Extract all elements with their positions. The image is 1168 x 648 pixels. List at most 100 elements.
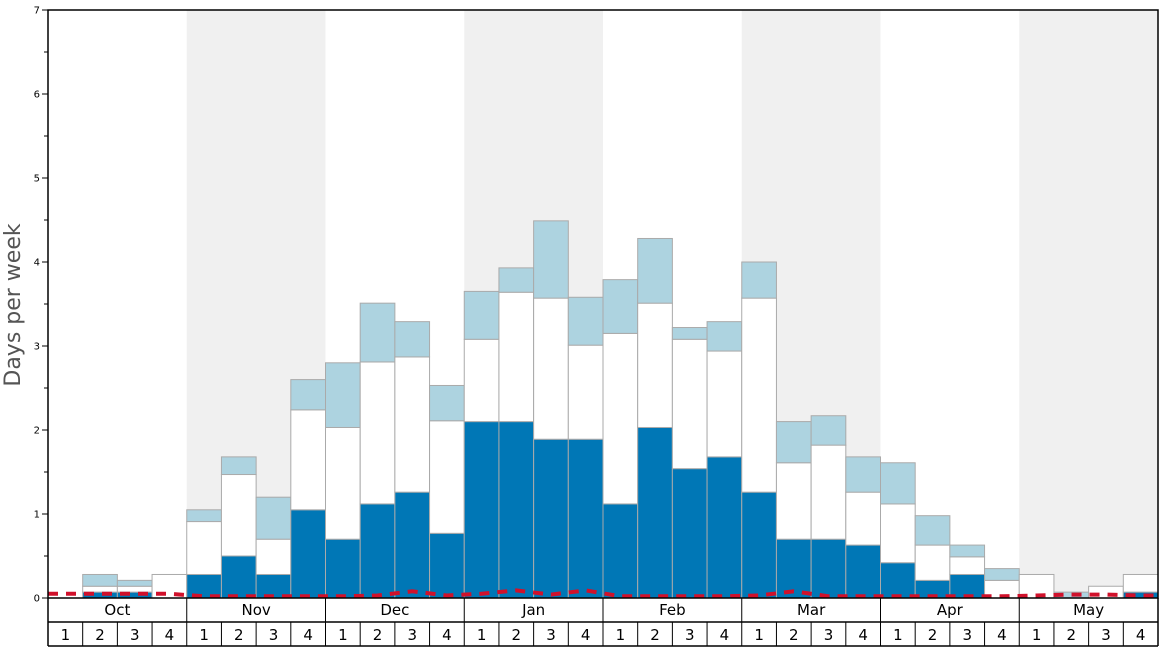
bar-white-19 xyxy=(706,350,743,458)
x-axis: Oct Nov Dec Jan Feb Mar Apr May 1 2 3 4 1 2 3 4 1 2 3 4 1 2 3 4… xyxy=(47,598,1159,647)
bar-white-4 xyxy=(186,521,222,575)
y-tick-label: 4 xyxy=(34,258,40,269)
bar-white-14 xyxy=(533,297,569,440)
bar-white-17 xyxy=(637,302,673,428)
bar-light-16 xyxy=(602,279,639,334)
week-label: 3 xyxy=(824,626,834,644)
bar-dark-14 xyxy=(533,438,569,599)
bar-white-13 xyxy=(498,291,535,423)
week-label: 1 xyxy=(61,626,71,644)
bar-light-27 xyxy=(984,568,1020,581)
bar-white-7 xyxy=(290,409,326,511)
bar-dark-7 xyxy=(290,509,326,599)
week-label: 2 xyxy=(789,626,799,644)
bar-light-24 xyxy=(880,462,916,505)
bar-light-25 xyxy=(914,515,951,546)
week-label: 2 xyxy=(650,626,660,644)
bar-light-21 xyxy=(775,421,812,464)
bar-white-22 xyxy=(810,444,847,540)
bar-dark-15 xyxy=(567,438,604,599)
month-shade-may xyxy=(1019,10,1158,598)
week-label: 2 xyxy=(512,626,522,644)
bar-light-6 xyxy=(255,496,292,540)
bar-light-7 xyxy=(290,379,326,411)
bar-light-13 xyxy=(498,267,535,293)
week-label: 2 xyxy=(928,626,938,644)
bar-dark-17 xyxy=(637,426,673,599)
y-tick-label: 2 xyxy=(34,426,40,437)
bar-dark-16 xyxy=(602,503,639,599)
bar-white-5 xyxy=(220,474,257,557)
bar-white-26 xyxy=(949,556,986,575)
bar-dark-8 xyxy=(325,538,361,599)
week-label: 3 xyxy=(269,626,279,644)
bar-light-23 xyxy=(845,456,881,493)
week-label: 2 xyxy=(234,626,244,644)
bar-white-9 xyxy=(359,361,396,505)
bar-light-4 xyxy=(186,509,222,523)
dashed-line xyxy=(48,588,1159,599)
week-label: 2 xyxy=(1067,626,1077,644)
week-label: 4 xyxy=(720,626,730,644)
bar-light-14 xyxy=(533,220,569,299)
week-label: 3 xyxy=(685,626,695,644)
bar-white-25 xyxy=(914,544,951,581)
y-tick-label: 1 xyxy=(34,510,40,521)
bar-light-22 xyxy=(810,415,847,446)
week-label: 3 xyxy=(1101,626,1111,644)
bar-light-10 xyxy=(394,321,431,358)
bar-white-21 xyxy=(775,462,812,540)
bar-dark-23 xyxy=(845,544,881,599)
week-label: 4 xyxy=(303,626,313,644)
week-label: 3 xyxy=(407,626,417,644)
bar-light-12 xyxy=(463,290,500,340)
line-series xyxy=(48,588,1159,599)
bar-white-2 xyxy=(116,585,153,593)
month-label-nov: Nov xyxy=(241,601,270,619)
week-label: 2 xyxy=(373,626,383,644)
week-label: 1 xyxy=(616,626,626,644)
bar-dark-5 xyxy=(220,555,257,599)
y-axis: 0 1 2 3 4 5 6 7 xyxy=(34,6,48,605)
bar-white-16 xyxy=(602,332,639,505)
week-label: 4 xyxy=(1136,626,1146,644)
y-tick-label: 5 xyxy=(34,174,40,185)
bar-white-31 xyxy=(1122,573,1159,593)
week-label: 2 xyxy=(95,626,105,644)
bar-dark-19 xyxy=(706,456,743,599)
bar-white-11 xyxy=(429,420,465,534)
week-label: 4 xyxy=(442,626,452,644)
month-label-mar: Mar xyxy=(797,601,826,619)
month-label-feb: Feb xyxy=(659,601,686,619)
bar-white-12 xyxy=(463,338,500,423)
bar-light-5 xyxy=(220,456,257,476)
y-tick-label: 7 xyxy=(34,6,40,17)
bar-white-15 xyxy=(567,344,604,440)
bar-dark-11 xyxy=(429,532,465,599)
bar-white-20 xyxy=(741,297,777,493)
bar-dark-20 xyxy=(741,491,777,599)
bar-dark-18 xyxy=(671,468,708,599)
month-label-may: May xyxy=(1073,601,1104,619)
bar-dark-9 xyxy=(359,503,396,599)
bar-white-23 xyxy=(845,491,881,546)
bar-light-26 xyxy=(949,544,986,558)
y-axis-label: Days per week xyxy=(1,223,26,386)
month-label-jan: Jan xyxy=(521,601,545,619)
bar-white-8 xyxy=(325,426,361,540)
bar-light-15 xyxy=(567,296,604,346)
month-label-oct: Oct xyxy=(104,601,130,619)
bar-white-1 xyxy=(82,585,118,593)
week-label: 1 xyxy=(199,626,209,644)
week-label: 3 xyxy=(130,626,140,644)
bar-light-1 xyxy=(82,573,118,587)
y-tick-label: 6 xyxy=(34,90,40,101)
bar-white-24 xyxy=(880,503,916,564)
bar-light-2 xyxy=(116,579,153,587)
bar-dark-10 xyxy=(394,491,431,599)
week-label: 1 xyxy=(338,626,348,644)
bar-dark-13 xyxy=(498,421,535,599)
bar-light-11 xyxy=(429,384,465,422)
bar-light-18 xyxy=(671,327,708,340)
